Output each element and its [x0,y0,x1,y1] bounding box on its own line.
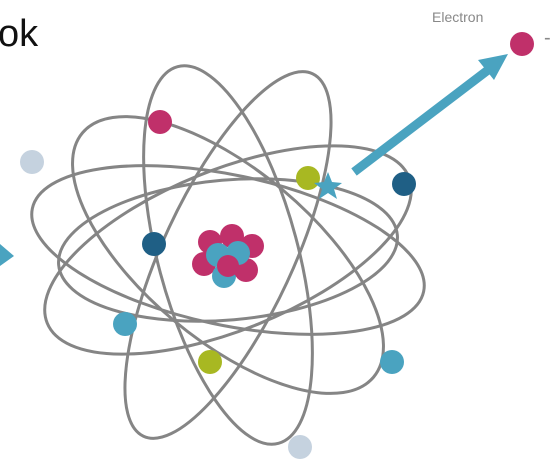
electron [20,150,44,174]
incoming-arrow [0,244,14,266]
electron [392,172,416,196]
charge-label: - [544,27,551,49]
nucleus [192,224,264,288]
electron [198,350,222,374]
electron [148,110,172,134]
ejected-electron [510,32,534,56]
orbit [142,64,314,446]
electron-label: Electron [432,9,483,25]
impact-star [314,172,342,199]
electron [380,350,404,374]
ejection-arrow [351,66,491,176]
electron [296,166,320,190]
orbits [30,64,426,446]
orbit [57,177,399,323]
electron [113,312,137,336]
cropped-title: ok [0,13,39,55]
electron [288,435,312,459]
electrons [20,32,534,459]
proton [217,255,239,277]
electron [142,232,166,256]
orbit [123,70,333,440]
orbit [30,164,426,336]
arrow-head [478,54,508,80]
